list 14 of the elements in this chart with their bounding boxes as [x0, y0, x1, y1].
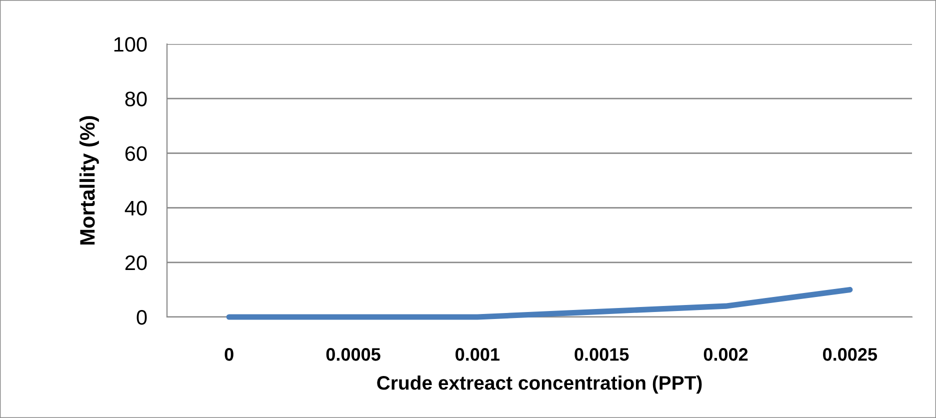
x-tick-label: 0	[224, 348, 234, 361]
y-tick-label: 20	[125, 255, 147, 270]
y-tick-label: 40	[124, 200, 147, 216]
x-tick-label: 0.0025	[823, 348, 878, 361]
y-tick-label: 60	[125, 146, 147, 161]
y-axis-title: Mortallity (%)	[79, 116, 99, 244]
x-axis-title: Crude extreact concentration (PPT)	[377, 376, 702, 394]
x-tick-label: 0.001	[456, 348, 500, 361]
y-tick-label: 80	[125, 92, 147, 106]
x-tick-label: 0.0015	[574, 348, 629, 361]
x-tick-label: 0.0005	[326, 348, 380, 361]
x-tick-label: 0.002	[704, 348, 748, 361]
y-tick-label: 0	[136, 310, 147, 325]
y-tick-label: 100	[114, 37, 147, 52]
